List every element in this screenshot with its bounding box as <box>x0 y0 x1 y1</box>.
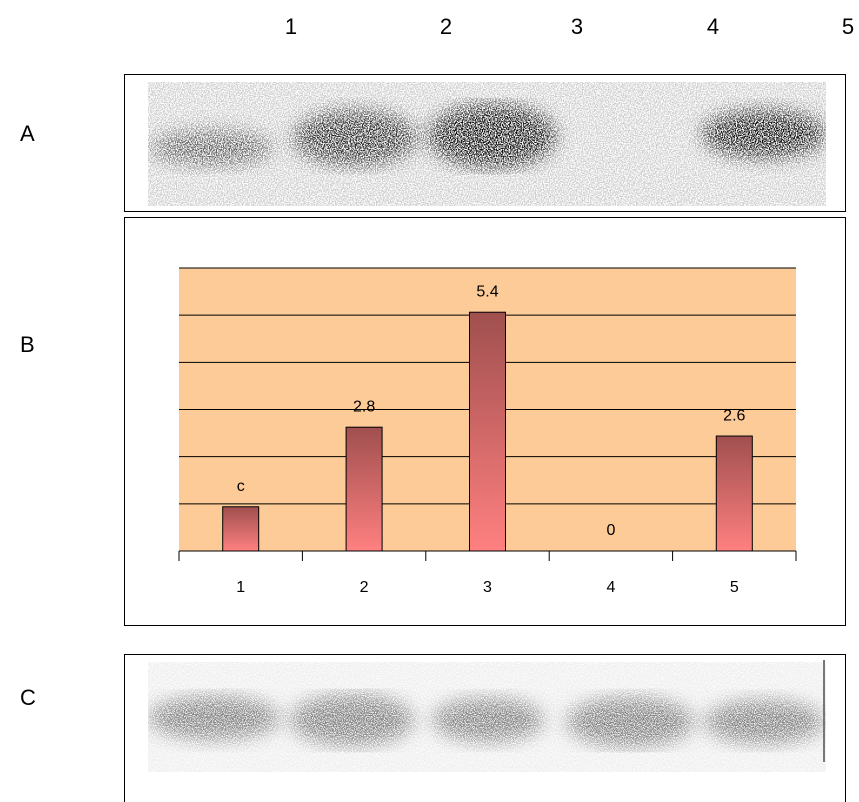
x-tick-label: 1 <box>236 579 245 596</box>
lane-label: 3 <box>571 14 583 39</box>
figure: 1 2 3 4 5 A B C 1 c 2 2.8 3 5.4 4 0 5 2.6 <box>0 0 859 802</box>
x-tick-label: 2 <box>360 579 369 596</box>
panel-label: B <box>20 332 35 357</box>
bar-chart: 1 c 2 2.8 3 5.4 4 0 5 2.6 <box>179 268 796 596</box>
page: 1 2 3 4 5 A B C 1c22.835.44052.6 (() => … <box>0 0 859 802</box>
lane-label: 1 <box>285 14 297 39</box>
panel-label: C <box>20 685 36 710</box>
data-label: 0 <box>606 522 615 539</box>
blot-c <box>148 662 826 772</box>
lane-label: 5 <box>842 14 854 39</box>
bar <box>223 507 259 551</box>
data-label: 2.6 <box>723 407 745 424</box>
panel-label: A <box>20 121 35 146</box>
lane-label: 2 <box>440 14 452 39</box>
bar <box>716 436 752 551</box>
data-label: 5.4 <box>476 283 498 300</box>
x-tick-label: 5 <box>730 579 739 596</box>
blot-a <box>148 82 826 206</box>
data-label: 2.8 <box>353 398 375 415</box>
x-tick-label: 3 <box>483 579 492 596</box>
data-label: c <box>237 478 245 495</box>
bar <box>470 312 506 551</box>
x-tick-label: 4 <box>606 579 615 596</box>
lane-label: 4 <box>707 14 719 39</box>
bar <box>346 427 382 551</box>
